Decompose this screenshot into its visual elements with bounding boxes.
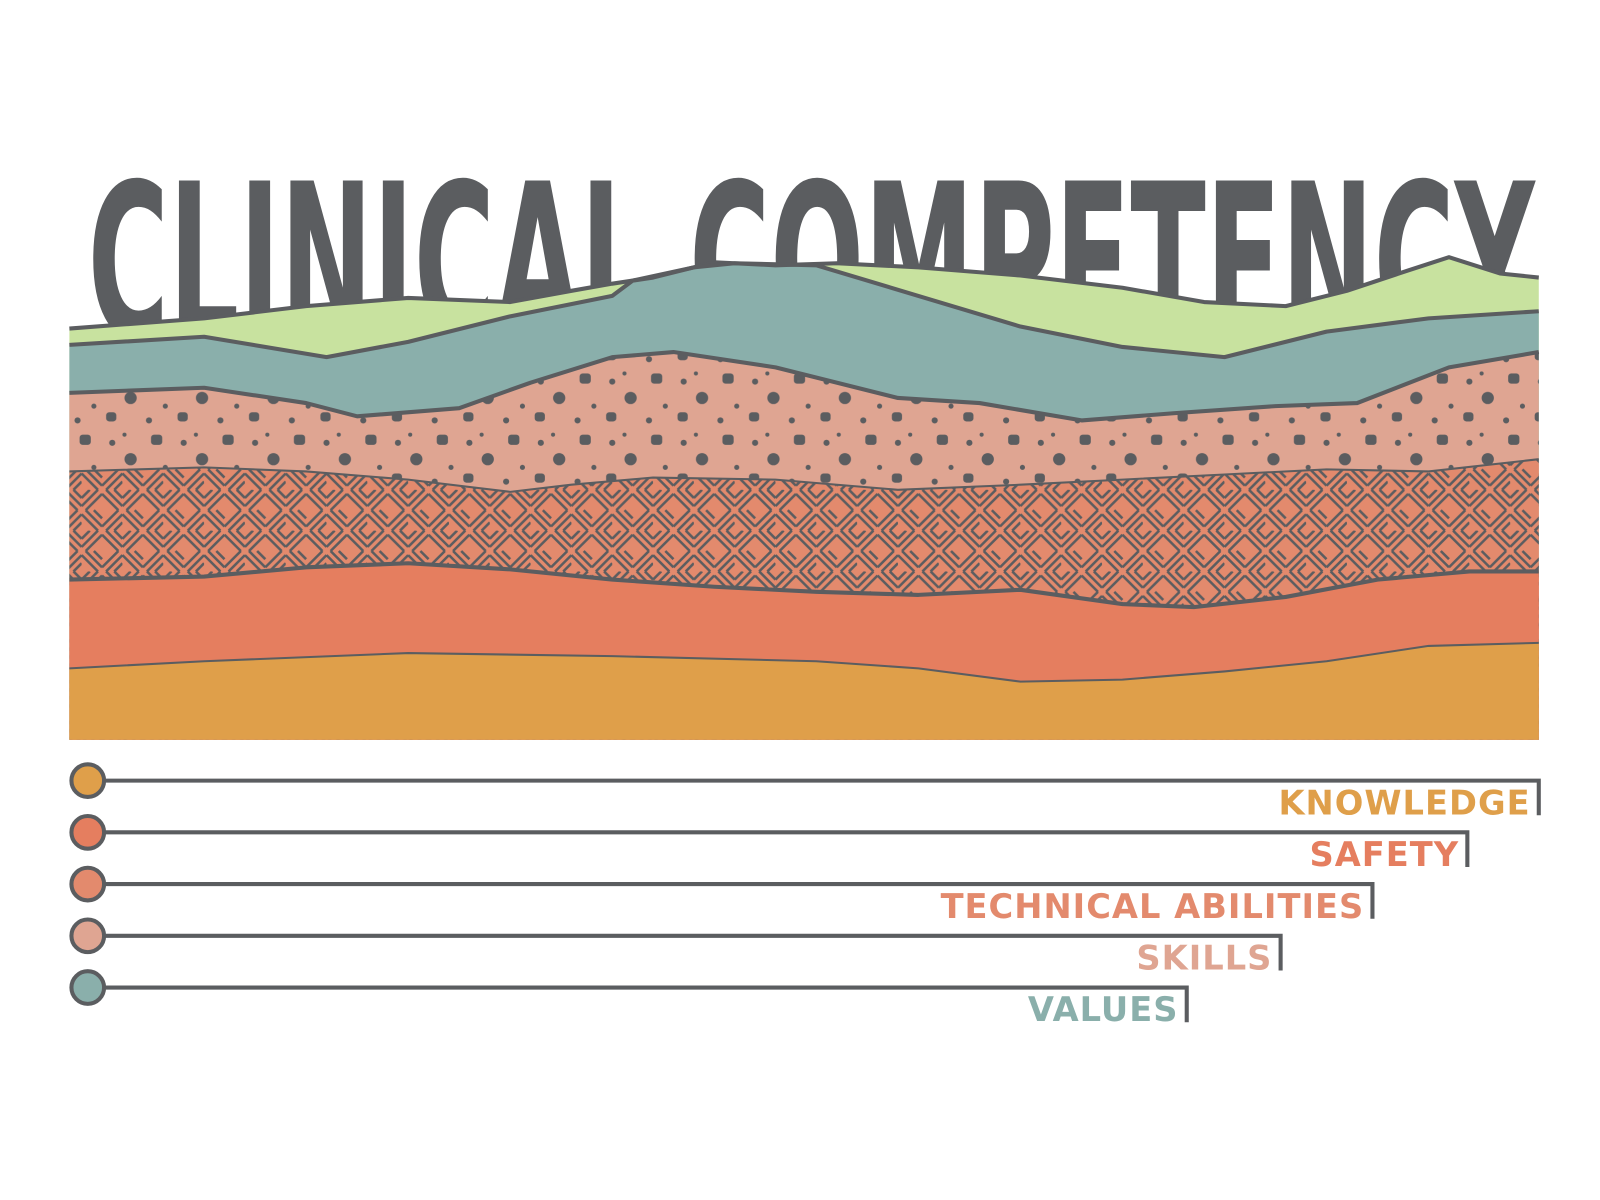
legend-label: VALUES	[1028, 990, 1179, 1029]
legend-label: TECHNICAL ABILITIES	[941, 887, 1365, 926]
legend-line	[102, 985, 1189, 1023]
legend: KNOWLEDGE SAFETY TECHNICAL ABILITIES SKILLS…	[69, 762, 1541, 1029]
legend-line	[102, 830, 1470, 868]
legend-label: SKILLS	[1136, 938, 1272, 977]
legend-line	[102, 933, 1283, 971]
legend-dot	[69, 865, 107, 903]
legend-dot	[69, 813, 107, 851]
legend-dot	[69, 917, 107, 955]
legend-dot	[69, 969, 107, 1006]
legend-line	[102, 882, 1375, 919]
legend-dot	[69, 762, 107, 799]
legend-label: SAFETY	[1309, 835, 1459, 874]
legend-label: KNOWLEDGE	[1278, 783, 1530, 822]
legend-line	[102, 778, 1541, 816]
landscape	[69, 255, 1540, 740]
